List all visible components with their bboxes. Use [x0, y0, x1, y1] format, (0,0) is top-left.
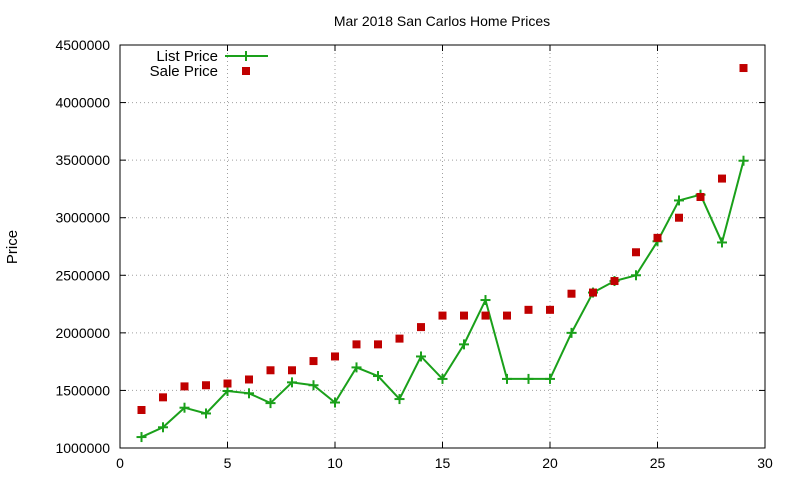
sale-price-point	[309, 357, 318, 366]
x-tick-label: 30	[757, 455, 773, 471]
x-tick-label: 15	[435, 455, 451, 471]
legend-marker-list-price	[241, 51, 251, 61]
list-price-point	[717, 237, 727, 248]
y-tick-label: 1500000	[55, 382, 110, 398]
sale-price-point	[245, 375, 253, 384]
list-price-point	[459, 339, 469, 350]
legend: List Price Sale Price	[150, 48, 268, 80]
y-tick-label: 3500000	[55, 152, 110, 168]
x-tick-label: 10	[327, 455, 343, 471]
sale-price-point	[352, 340, 361, 349]
sale-price-point	[374, 340, 382, 349]
sale-price-point	[331, 352, 339, 361]
y-tick-label: 3000000	[55, 210, 110, 226]
sale-price-point	[266, 366, 275, 375]
list-price-point	[308, 380, 319, 391]
sale-price-point	[417, 323, 425, 332]
sale-price-point	[696, 192, 705, 201]
sale-price-point	[610, 277, 619, 286]
sale-price-point	[202, 381, 210, 390]
series-layer	[136, 64, 749, 443]
list-price-point	[566, 327, 577, 338]
legend-label-list-price: List Price	[156, 48, 218, 65]
y-tick-label: 4000000	[55, 95, 110, 111]
list-price-point	[158, 422, 168, 433]
sale-price-point	[481, 311, 490, 320]
list-price-point	[244, 388, 254, 399]
y-tick-label: 2000000	[55, 325, 110, 341]
list-price-point	[523, 373, 534, 384]
list-price-point	[373, 371, 383, 382]
sale-price-point	[503, 311, 511, 320]
sale-price-point	[589, 288, 597, 297]
x-tick-label: 0	[116, 455, 124, 471]
list-price-point	[631, 270, 641, 281]
list-price-point	[416, 351, 426, 362]
list-price-line	[141, 160, 745, 438]
sale-price-point	[524, 305, 533, 314]
sale-price-point	[739, 64, 748, 73]
list-price-point	[545, 373, 555, 384]
x-tick-labels: 0 5 10 15 20 25 30	[116, 455, 773, 471]
sale-price-point	[460, 311, 468, 320]
sale-price-point	[632, 248, 640, 257]
list-price-point	[222, 386, 233, 397]
sale-price-point	[137, 406, 146, 415]
sale-price-point	[159, 393, 167, 402]
y-tick-labels: 1000000 1500000 2000000 2500000 3000000 35000…	[55, 37, 110, 456]
sale-price-point	[718, 174, 726, 183]
y-tick-label: 1000000	[55, 440, 110, 456]
list-price-point	[351, 362, 362, 373]
sale-price-point	[395, 334, 404, 343]
list-price-point	[201, 408, 211, 419]
chart-title: Mar 2018 San Carlos Home Prices	[334, 13, 550, 29]
sale-price-point	[653, 233, 662, 242]
x-tick-label: 20	[542, 455, 558, 471]
list-price-point	[136, 432, 147, 443]
legend-label-sale-price: Sale Price	[150, 63, 218, 80]
sale-price-point	[546, 305, 554, 314]
list-price-point	[330, 397, 340, 408]
sale-price-point	[438, 311, 447, 320]
list-price-point	[480, 295, 491, 306]
x-tick-label: 5	[224, 455, 232, 471]
sale-price-point	[567, 289, 576, 298]
y-axis-label: Price	[4, 230, 21, 264]
y-tick-label: 2500000	[55, 267, 110, 283]
sale-price-point	[675, 213, 683, 222]
sale-price-point	[180, 382, 189, 391]
list-price-point	[738, 155, 749, 166]
x-tick-label: 25	[650, 455, 666, 471]
list-price-point	[502, 373, 512, 384]
sale-price-point	[223, 379, 232, 388]
list-price-point	[674, 195, 684, 206]
list-price-point	[437, 373, 448, 384]
axis-ticks	[119, 44, 766, 449]
y-tick-label: 4500000	[55, 37, 110, 53]
list-price-point	[179, 402, 190, 413]
sale-price-point	[288, 366, 296, 375]
list-price-point	[394, 394, 405, 405]
list-price-point	[287, 377, 297, 388]
legend-marker-sale-price	[242, 67, 250, 75]
list-price-point	[265, 398, 276, 409]
grid-lines	[120, 45, 765, 448]
